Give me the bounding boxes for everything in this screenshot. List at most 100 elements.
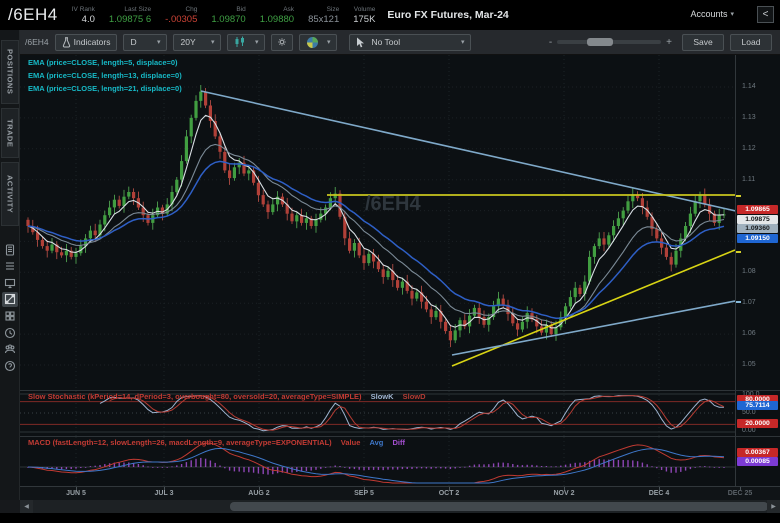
macd-panel[interactable]: MACD (fastLength=12, slowLength=26, macd… — [20, 437, 735, 486]
chevron-down-icon: ▾ — [730, 11, 734, 18]
sidebar-tab-positions[interactable]: POSITIONS — [1, 40, 19, 104]
price-axis-tick: 1.07 — [742, 299, 756, 307]
price-chart-panel[interactable]: /6EH4 EMA (price=CLOSE, length=5, displa… — [20, 55, 735, 390]
price-axis-tick: 1.11 — [742, 175, 756, 183]
time-axis-tick — [659, 487, 660, 490]
quote-field-value: 1.09880 — [259, 13, 295, 25]
timeframe-value: D — [130, 37, 137, 47]
sidebar-tab-activity[interactable]: ACTIVITY — [1, 162, 19, 226]
quote-field-volume: Volume 175K — [353, 6, 375, 25]
macd-svg — [20, 437, 735, 486]
macd-avg-line — [27, 447, 725, 484]
panel-divider[interactable] — [20, 436, 780, 437]
quote-field-value: 85x121 — [308, 13, 340, 25]
time-axis-label: JUL 3 — [154, 490, 174, 497]
quote-field-label: Volume — [353, 5, 376, 13]
scrollbar-thumb[interactable] — [230, 502, 768, 511]
price-axis-label: 1.09875 — [737, 214, 778, 224]
time-axis-label: OCT 2 — [438, 490, 460, 497]
zoom-slider-thumb[interactable] — [587, 38, 614, 46]
accounts-dropdown[interactable]: Accounts ▾ — [690, 9, 734, 19]
sidebar-tab-trade[interactable]: TRADE — [1, 108, 19, 158]
sidebar-tab-label: POSITIONS — [5, 49, 15, 95]
sidebar-tab-label: ACTIVITY — [5, 174, 15, 214]
stochastic-axis-label: 80.0000 — [737, 395, 778, 404]
chart-type-dropdown[interactable]: ▾ — [227, 33, 266, 51]
quote-symbol: /6EH4 — [8, 5, 58, 24]
time-axis-tick — [740, 487, 741, 490]
slowk-legend: SlowK — [370, 392, 394, 401]
chart-settings-button[interactable] — [271, 33, 294, 51]
range-dropdown[interactable]: 20Y ▾ — [173, 33, 222, 51]
scrollbar-track[interactable] — [20, 500, 768, 513]
price-axis-tick: 1.05 — [742, 361, 756, 368]
ema-legend-row: EMA (price=CLOSE, length=5, displace=0) — [28, 58, 178, 67]
ema-5-line — [27, 114, 725, 329]
macd-header: MACD (fastLength=12, slowLength=26, macd… — [28, 438, 405, 447]
save-button[interactable]: Save — [682, 33, 724, 51]
sidebar-monitor-icon[interactable] — [2, 275, 18, 290]
quote-field-bid: Bid 1.09870 — [211, 6, 245, 25]
price-axis-label: 1.09865 — [737, 205, 778, 214]
quote-field-value: 1.09875 6 — [108, 13, 152, 25]
time-axis-tick — [449, 487, 450, 490]
macd-value-legend: Value — [340, 438, 361, 447]
load-button[interactable]: Load — [730, 33, 772, 51]
price-axis-macd: 0.00367 0.00085 — [736, 437, 780, 486]
stochastic-axis-label: 20.0000 — [737, 419, 778, 428]
time-axis-label: AUG 2 — [248, 490, 270, 497]
quote-field-value: -.00305 — [165, 13, 198, 25]
sidebar-list-icon[interactable] — [2, 259, 18, 274]
time-axis-tick — [364, 487, 365, 490]
macd-avg-legend: Avg — [369, 438, 384, 447]
sidebar-help-icon[interactable] — [2, 358, 18, 373]
zoom-in-button[interactable]: + — [666, 36, 672, 48]
stochastic-panel[interactable]: Slow Stochastic (kPeriod=14, dPeriod=3, … — [20, 391, 735, 436]
scroll-right-arrow-icon[interactable]: ▶ — [767, 500, 780, 513]
sidebar-people-icon[interactable] — [2, 342, 18, 357]
sidebar-calculator-icon[interactable] — [2, 242, 18, 257]
price-chart-svg — [20, 55, 735, 390]
sidebar-chart-icon[interactable] — [2, 291, 18, 307]
panel-divider[interactable] — [20, 390, 780, 391]
stochastic-header-text: Slow Stochastic (kPeriod=14, dPeriod=3, … — [28, 392, 362, 401]
timeframe-dropdown[interactable]: D ▾ — [123, 33, 168, 51]
quote-field-chg: Chg -.00305 — [165, 6, 197, 25]
indicators-label: Indicators — [73, 37, 111, 47]
symbol-watermark: /6EH4 — [365, 193, 421, 215]
time-axis-tick — [259, 487, 260, 490]
price-axis-tick: 1.12 — [742, 144, 756, 152]
time-axis-label: JUN 5 — [66, 490, 86, 497]
zoom-out-button[interactable]: - — [548, 36, 553, 48]
price-axis[interactable]: 1.141.131.121.111.101.091.081.071.061.05… — [735, 55, 780, 486]
toolbar-symbol: /6EH4 — [25, 37, 49, 47]
collapse-panel-button[interactable]: < — [757, 6, 774, 23]
sidebar-grid-icon[interactable] — [2, 308, 18, 323]
indicators-button[interactable]: Indicators — [54, 33, 118, 51]
quote-field-label: IV Rank — [71, 5, 95, 13]
scroll-left-arrow-icon[interactable]: ◀ — [20, 500, 33, 513]
time-axis-tick — [564, 487, 565, 490]
gear-icon — [278, 38, 287, 46]
macd-diff-legend: Diff — [392, 438, 405, 447]
drawing-tools-dropdown[interactable]: ▾ — [299, 33, 338, 51]
active-tool-dropdown[interactable]: No Tool ▾ — [349, 33, 472, 51]
chevron-down-icon: ▾ — [326, 39, 331, 46]
ema-legend-row: EMA (price=CLOSE, length=21, displace=0) — [28, 84, 182, 93]
candles-group — [26, 85, 726, 348]
ema-21-line — [27, 160, 725, 319]
chart-scrollbar[interactable]: ◀ ▶ — [0, 500, 780, 513]
quote-field-size: Size 85x121 — [308, 6, 339, 25]
price-axis-label: 1.09360 — [737, 224, 778, 233]
zoom-slider[interactable] — [557, 38, 662, 46]
ema-13-line — [27, 143, 725, 324]
sidebar-clock-icon[interactable] — [2, 325, 18, 340]
chart-toolbar: /6EH4 Indicators D ▾ 20Y ▾ ▾ — [20, 30, 780, 55]
price-axis-tick: 1.13 — [742, 113, 756, 121]
drawing-tools-icon — [307, 36, 319, 48]
chart-area[interactable]: /6EH4 EMA (price=CLOSE, length=5, displa… — [20, 55, 735, 486]
time-axis-label: DEC 25 — [727, 490, 753, 497]
sidebar-tab-label: TRADE — [5, 118, 15, 148]
quote-field-label: Bid — [236, 5, 246, 13]
